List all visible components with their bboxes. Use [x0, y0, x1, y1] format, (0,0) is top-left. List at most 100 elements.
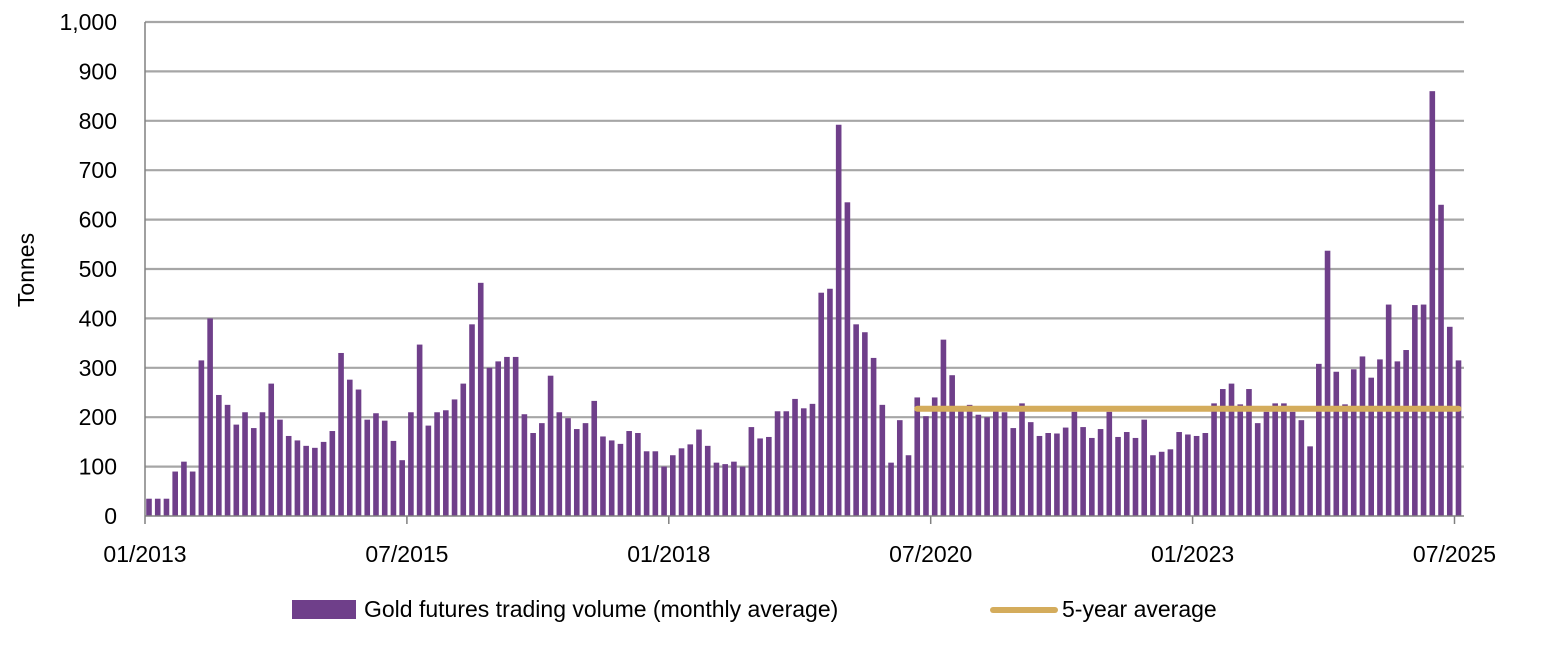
bar	[338, 352, 344, 516]
bar	[1089, 437, 1095, 516]
legend-swatch-bar	[292, 600, 356, 619]
bar	[1316, 363, 1322, 516]
bar	[1132, 437, 1139, 516]
bar	[1438, 204, 1444, 516]
bar	[1211, 403, 1217, 516]
bar	[1054, 433, 1060, 516]
bar	[512, 356, 519, 516]
bar	[233, 424, 240, 516]
bar	[879, 404, 886, 516]
bar	[1298, 420, 1305, 516]
bar	[1001, 412, 1008, 516]
bar	[993, 410, 999, 516]
bar	[172, 471, 178, 516]
bar	[1281, 403, 1287, 516]
bar	[661, 466, 667, 516]
bar	[1368, 377, 1374, 516]
bar	[530, 433, 536, 516]
bar	[451, 399, 458, 516]
bar	[1403, 350, 1409, 516]
bar	[224, 404, 231, 516]
bar	[1202, 433, 1209, 516]
bar	[1158, 451, 1165, 516]
y-tick-label: 800	[79, 108, 117, 134]
bar	[1263, 411, 1270, 516]
bar	[364, 419, 371, 516]
bar	[250, 428, 257, 516]
bar	[853, 324, 859, 516]
bar	[425, 425, 432, 516]
y-tick-label: 300	[79, 355, 117, 381]
bar	[408, 412, 414, 516]
bar	[652, 451, 659, 516]
bar	[1307, 446, 1313, 516]
bar	[678, 448, 685, 516]
bar	[844, 202, 851, 516]
bar	[958, 409, 964, 516]
bars	[146, 91, 1462, 516]
y-axis-label: Tonnes	[13, 233, 39, 307]
bar	[835, 124, 842, 516]
bar	[207, 318, 213, 516]
bar	[346, 379, 353, 516]
bar	[1141, 419, 1148, 516]
bar	[312, 447, 318, 516]
bar	[443, 410, 449, 516]
bar	[975, 414, 982, 516]
x-tick-label: 07/2015	[365, 541, 448, 567]
bar	[1246, 389, 1252, 516]
bar	[984, 417, 990, 516]
bar	[1080, 427, 1086, 516]
bar	[547, 375, 554, 516]
y-tick-label: 400	[79, 305, 117, 331]
bar	[539, 423, 545, 516]
bar	[888, 462, 894, 516]
bar	[1289, 411, 1296, 516]
bar	[617, 443, 624, 516]
bar	[1027, 422, 1034, 516]
bar	[434, 412, 440, 516]
bar	[713, 462, 720, 516]
bar	[1036, 435, 1043, 516]
bar	[1167, 449, 1174, 516]
bar	[1185, 434, 1191, 516]
bar	[521, 414, 528, 516]
bar	[748, 427, 755, 516]
bar	[565, 418, 571, 516]
bar	[739, 466, 746, 516]
bar	[687, 444, 694, 516]
bar	[1106, 411, 1113, 516]
bar	[870, 357, 877, 516]
bar	[809, 403, 816, 516]
bar	[495, 361, 501, 516]
bar	[399, 460, 405, 516]
x-tick-label: 07/2025	[1413, 541, 1496, 567]
bar	[1176, 432, 1182, 516]
y-tick-label: 700	[79, 157, 117, 183]
bar	[189, 471, 196, 516]
y-tick-label: 600	[79, 207, 117, 233]
bar	[1228, 383, 1235, 516]
bar	[626, 431, 632, 516]
bar	[390, 440, 397, 516]
bar-chart-svg: 0 100 200 300 400 500 600 700 800 900 1,000 01/201…	[13, 9, 1496, 567]
bar	[154, 498, 161, 516]
bar	[757, 438, 763, 516]
bar	[792, 398, 798, 516]
bar	[783, 411, 790, 516]
y-tick-label: 900	[79, 58, 117, 84]
legend-label-average: 5-year average	[1062, 596, 1217, 622]
y-tick-label: 200	[79, 404, 117, 430]
bar	[1394, 361, 1401, 516]
bar	[896, 420, 903, 516]
x-tick-label: 01/2023	[1151, 541, 1234, 567]
bar	[1123, 432, 1130, 516]
bar	[486, 367, 493, 516]
bar	[477, 282, 484, 516]
bar	[163, 498, 170, 516]
bar	[381, 420, 388, 516]
bar	[1097, 429, 1104, 516]
bar	[1350, 369, 1357, 516]
bar	[905, 455, 912, 516]
